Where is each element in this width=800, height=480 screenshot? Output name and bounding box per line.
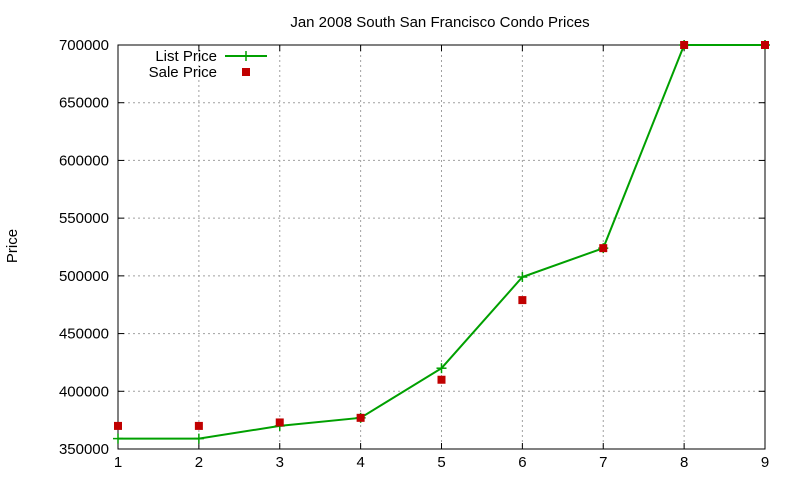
- y-tick-label: 600000: [59, 152, 109, 169]
- sale-price-point: [437, 375, 446, 384]
- list-price-point: [193, 433, 204, 444]
- sale-price-point: [761, 41, 769, 49]
- sale-price-point: [356, 413, 365, 422]
- y-axis-label: Price: [4, 229, 21, 263]
- axis-ticks: 350000 400000 450000 500000 550000 600000 6500…: [59, 37, 769, 471]
- x-tick-label: 7: [599, 454, 607, 471]
- x-tick-label: 3: [276, 454, 284, 471]
- y-tick-label: 550000: [59, 210, 109, 227]
- y-tick-label: 700000: [59, 37, 109, 54]
- list-price-point: [113, 433, 123, 444]
- y-tick-label: 450000: [59, 326, 109, 343]
- sale-price-point: [518, 296, 527, 305]
- legend-marker-list-price: [241, 51, 251, 61]
- list-price-point: [436, 363, 447, 374]
- x-tick-label: 9: [761, 454, 769, 471]
- legend-label-list-price: List Price: [155, 48, 217, 65]
- y-tick-label: 500000: [59, 268, 109, 285]
- x-tick-label: 4: [356, 454, 364, 471]
- sale-price-point: [194, 421, 203, 430]
- x-tick-label: 1: [114, 454, 122, 471]
- x-tick-label: 5: [437, 454, 445, 471]
- legend-marker-sale-price: [242, 68, 250, 76]
- y-tick-label: 650000: [59, 95, 109, 112]
- data-series: [113, 40, 770, 444]
- sale-price-point: [114, 421, 122, 430]
- x-tick-label: 2: [195, 454, 203, 471]
- y-tick-label: 400000: [59, 383, 109, 400]
- gridlines: [118, 45, 765, 449]
- y-tick-label: 350000: [59, 441, 109, 458]
- sale-price-point: [599, 244, 608, 253]
- legend-label-sale-price: Sale Price: [149, 64, 217, 81]
- x-tick-label: 8: [680, 454, 688, 471]
- sale-price-point: [275, 418, 284, 427]
- x-tick-label: 6: [518, 454, 526, 471]
- list-price-point: [517, 272, 528, 283]
- chart-title: Jan 2008 South San Francisco Condo Price…: [290, 14, 589, 31]
- sale-price-point: [680, 41, 689, 49]
